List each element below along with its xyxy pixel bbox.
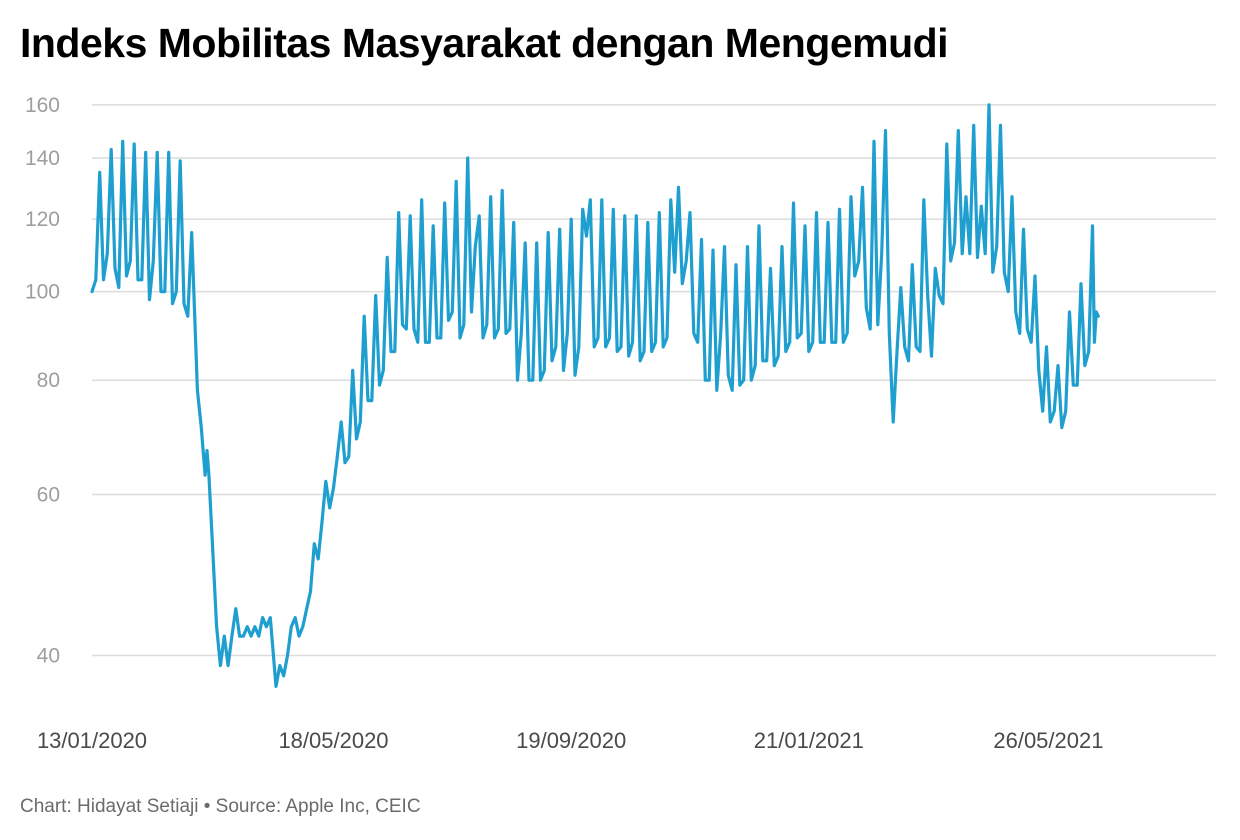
- x-tick-label-4: 26/05/2021: [993, 728, 1103, 753]
- series-line-0: [90, 103, 1100, 689]
- x-tick-label-2: 19/09/2020: [516, 728, 626, 753]
- chart-credit-footer: Chart: Hidayat Setiaji • Source: Apple I…: [20, 796, 421, 817]
- gridlines: [92, 104, 1216, 657]
- x-tick-label-3: 21/01/2021: [754, 728, 864, 753]
- x-tick-label-0: 13/01/2020: [37, 728, 147, 753]
- y-axis-ticks: 40 60 80 100 120 140 160: [25, 94, 60, 668]
- y-tick-label-100: 100: [25, 281, 60, 304]
- y-tick-label-160: 160: [25, 94, 60, 117]
- y-tick-label-80: 80: [37, 369, 60, 392]
- y-tick-label-140: 140: [25, 147, 60, 170]
- chart-title: Indeks Mobilitas Masyarakat dengan Menge…: [20, 20, 949, 66]
- x-tick-label-1: 18/05/2020: [278, 728, 388, 753]
- series-layer: [90, 103, 1100, 689]
- x-axis-ticks: 13/01/2020 18/05/2020 19/09/2020 21/01/2021…: [37, 728, 1104, 753]
- y-tick-label-120: 120: [25, 208, 60, 231]
- y-tick-label-40: 40: [37, 644, 60, 667]
- y-tick-label-60: 60: [37, 483, 60, 506]
